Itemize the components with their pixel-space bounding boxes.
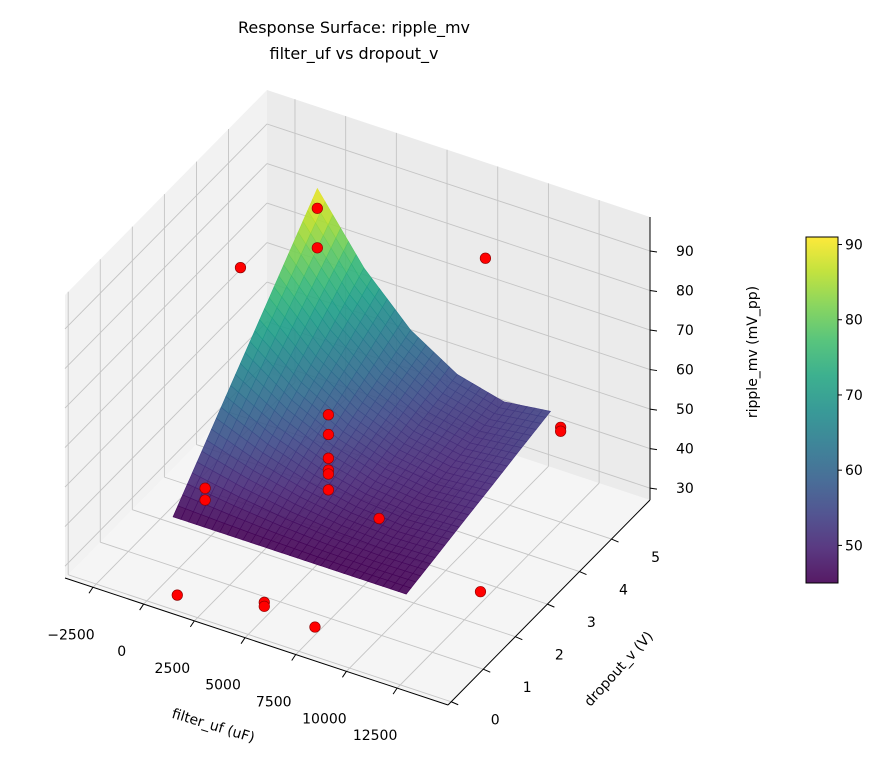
z-tick <box>649 369 658 372</box>
chart-subtitle: filter_uf vs dropout_v <box>270 44 439 64</box>
x-tick <box>291 654 297 661</box>
x-tick <box>342 671 347 678</box>
scatter-point <box>322 484 335 496</box>
grid-line <box>64 202 268 409</box>
z-tick <box>649 408 658 411</box>
scatter-point <box>555 425 567 437</box>
scatter-point <box>479 252 492 264</box>
colorbar: 50 60 70 80 90 <box>805 236 863 584</box>
y-axis-label: dropout_v (V) <box>581 629 656 710</box>
x-tick-label: 5000 <box>205 678 241 694</box>
scatter-point <box>311 242 323 254</box>
colorbar-tick-label: 50 <box>845 538 863 554</box>
axis-lines <box>64 217 658 706</box>
scatter-points <box>171 202 567 633</box>
grid-line <box>266 163 651 291</box>
y-tick <box>451 701 459 706</box>
z-tick <box>649 329 658 332</box>
y-tick-label: 1 <box>523 680 532 696</box>
scatter-point <box>309 621 321 633</box>
z-tick-label: 90 <box>676 244 694 260</box>
z-tick <box>649 290 658 293</box>
x-tick-label: 12500 <box>353 728 398 744</box>
grid-line <box>64 163 268 369</box>
z-axis-label: ripple_mv (mV_pp) <box>745 286 761 418</box>
grid-line <box>64 242 268 448</box>
grid-line <box>68 574 452 703</box>
grid-line <box>64 321 268 527</box>
grid-line <box>64 281 268 488</box>
colorbar-tick-label: 70 <box>845 388 863 404</box>
x-tick <box>139 603 145 611</box>
y-tick <box>611 538 619 543</box>
z-tick <box>649 448 658 451</box>
scatter-point <box>322 452 335 464</box>
colorbar-tick-label: 60 <box>845 463 863 479</box>
grid-line <box>396 482 600 689</box>
scatter-point <box>199 494 211 506</box>
x-tick <box>189 620 195 628</box>
scatter-point <box>322 409 335 421</box>
z-tick-label: 70 <box>676 323 694 339</box>
y-axis-line <box>447 499 651 706</box>
z-tick-label: 40 <box>676 442 694 458</box>
x-tick <box>392 687 398 695</box>
grid-line <box>64 123 268 330</box>
x-tick-label: 2500 <box>155 661 191 677</box>
z-tick <box>649 487 658 490</box>
colorbar-gradient <box>805 236 839 584</box>
y-tick <box>483 668 491 673</box>
y-tick-label: 4 <box>619 583 628 599</box>
x-tick-label: 0 <box>117 644 126 660</box>
x-axis-line <box>64 577 449 706</box>
colorbar-tick-label: 80 <box>845 313 863 329</box>
grid-line <box>132 509 516 638</box>
x-tick <box>240 637 246 644</box>
x-tick-label: 10000 <box>302 711 347 727</box>
scatter-point <box>258 600 270 612</box>
scatter-point <box>373 512 385 525</box>
y-tick <box>579 571 587 576</box>
z-tick-label: 30 <box>676 481 694 497</box>
tick-labels: −2500 0 2500 5000 7500 10000 12500 0 1 2 3 4 5 30 40 50… <box>47 244 694 744</box>
scatter-point <box>311 202 323 214</box>
scatter-point <box>322 468 335 480</box>
grid-line <box>100 541 484 670</box>
x-axis-label: filter_uf (uF) <box>170 706 257 746</box>
y-tick-label: 3 <box>587 615 596 631</box>
y-tick <box>515 636 523 641</box>
y-tick <box>547 603 555 608</box>
y-tick-label: 2 <box>555 648 564 664</box>
z-tick-label: 80 <box>676 284 694 300</box>
scatter-point <box>474 586 487 598</box>
y-tick-label: 5 <box>651 550 660 566</box>
x-tick <box>88 587 94 594</box>
left-pane <box>65 90 267 578</box>
x-tick-label: −2500 <box>47 627 94 643</box>
scatter-point <box>199 482 211 494</box>
grid-line <box>266 123 651 252</box>
response-surface <box>172 187 552 595</box>
colorbar-tick-label: 90 <box>845 238 863 254</box>
grid-line <box>346 466 549 672</box>
x-tick-label: 7500 <box>256 695 292 711</box>
surface-facet <box>397 585 412 595</box>
scatter-point <box>322 428 335 441</box>
scatter-point <box>234 262 247 274</box>
z-tick-label: 60 <box>676 363 694 379</box>
y-tick-label: 0 <box>491 713 500 729</box>
scatter-point <box>171 589 183 601</box>
z-tick <box>649 250 658 253</box>
chart-title: Response Surface: ripple_mv <box>238 18 470 38</box>
z-tick-label: 50 <box>676 402 694 418</box>
